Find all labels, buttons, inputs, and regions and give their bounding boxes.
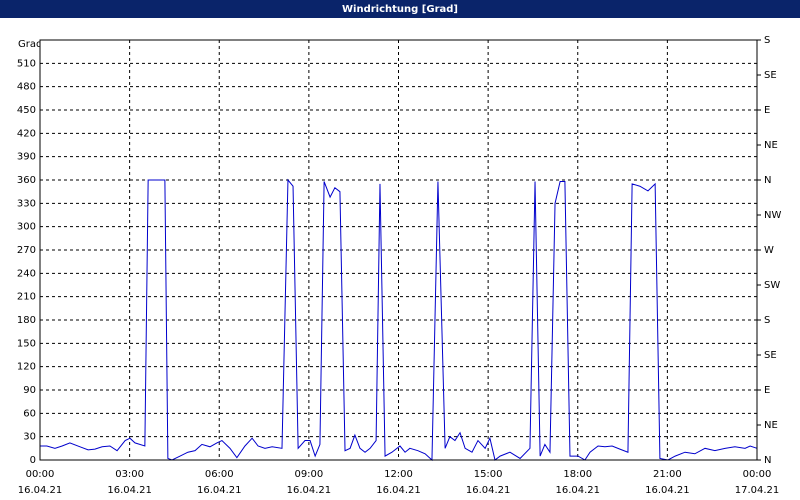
x-tick-label: 03:00 [115,469,144,480]
y2-tick-label: E [764,105,770,116]
y2-tick-label: SE [764,70,777,81]
y-tick-label: 390 [17,152,36,163]
y2-tick-label: NW [764,210,781,221]
y-tick-label: 60 [23,408,36,419]
y-tick-label: 330 [17,198,36,209]
y-tick-label: 240 [17,268,36,279]
y2-tick-label: W [764,245,774,256]
x-tick-label: 00:00 [743,469,772,480]
y2-tick-label: SE [764,350,777,361]
y-tick-label: 120 [17,362,36,373]
y-tick-label: 90 [23,385,36,396]
x-tick-label: 06:00 [205,469,234,480]
y-tick-label: 30 [23,432,36,443]
x-tick-label: 12:00 [384,469,413,480]
y-tick-label: 450 [17,105,36,116]
y-tick-label: 480 [17,82,36,93]
x-tick-label: 18:00 [563,469,592,480]
x-tick-date: 16.04.21 [18,485,63,496]
chart-title: Windrichtung [Grad] [342,4,458,15]
x-tick-date: 16.04.21 [645,485,690,496]
y2-tick-label: NE [764,140,778,151]
x-tick-label: 21:00 [653,469,682,480]
y-tick-label: 210 [17,292,36,303]
y-axis-label: Grad [18,39,42,50]
x-tick-label: 00:00 [26,469,55,480]
title-bar [0,0,800,18]
y-tick-label: 180 [17,315,36,326]
y-tick-label: 0 [30,455,36,466]
x-tick-date: 16.04.21 [555,485,600,496]
y-tick-label: 150 [17,338,36,349]
x-tick-date: 16.04.21 [197,485,242,496]
y-tick-label: 270 [17,245,36,256]
x-tick-date: 16.04.21 [466,485,511,496]
y-tick-label: 360 [17,175,36,186]
x-tick-date: 16.04.21 [376,485,421,496]
y2-tick-label: SW [764,280,780,291]
x-tick-date: 17.04.21 [735,485,780,496]
x-tick-label: 09:00 [294,469,323,480]
y2-tick-label: S [764,315,770,326]
plot-border [39,39,758,461]
y-tick-label: 420 [17,128,36,139]
y-tick-label: 510 [17,58,36,69]
x-tick-date: 16.04.21 [107,485,152,496]
y2-tick-label: S [764,35,770,46]
x-tick-date: 16.04.21 [287,485,332,496]
y2-tick-label: N [764,455,771,466]
x-tick-label: 15:00 [474,469,503,480]
y2-tick-label: E [764,385,770,396]
y-tick-label: 300 [17,222,36,233]
y2-tick-label: NE [764,420,778,431]
y2-tick-label: N [764,175,771,186]
